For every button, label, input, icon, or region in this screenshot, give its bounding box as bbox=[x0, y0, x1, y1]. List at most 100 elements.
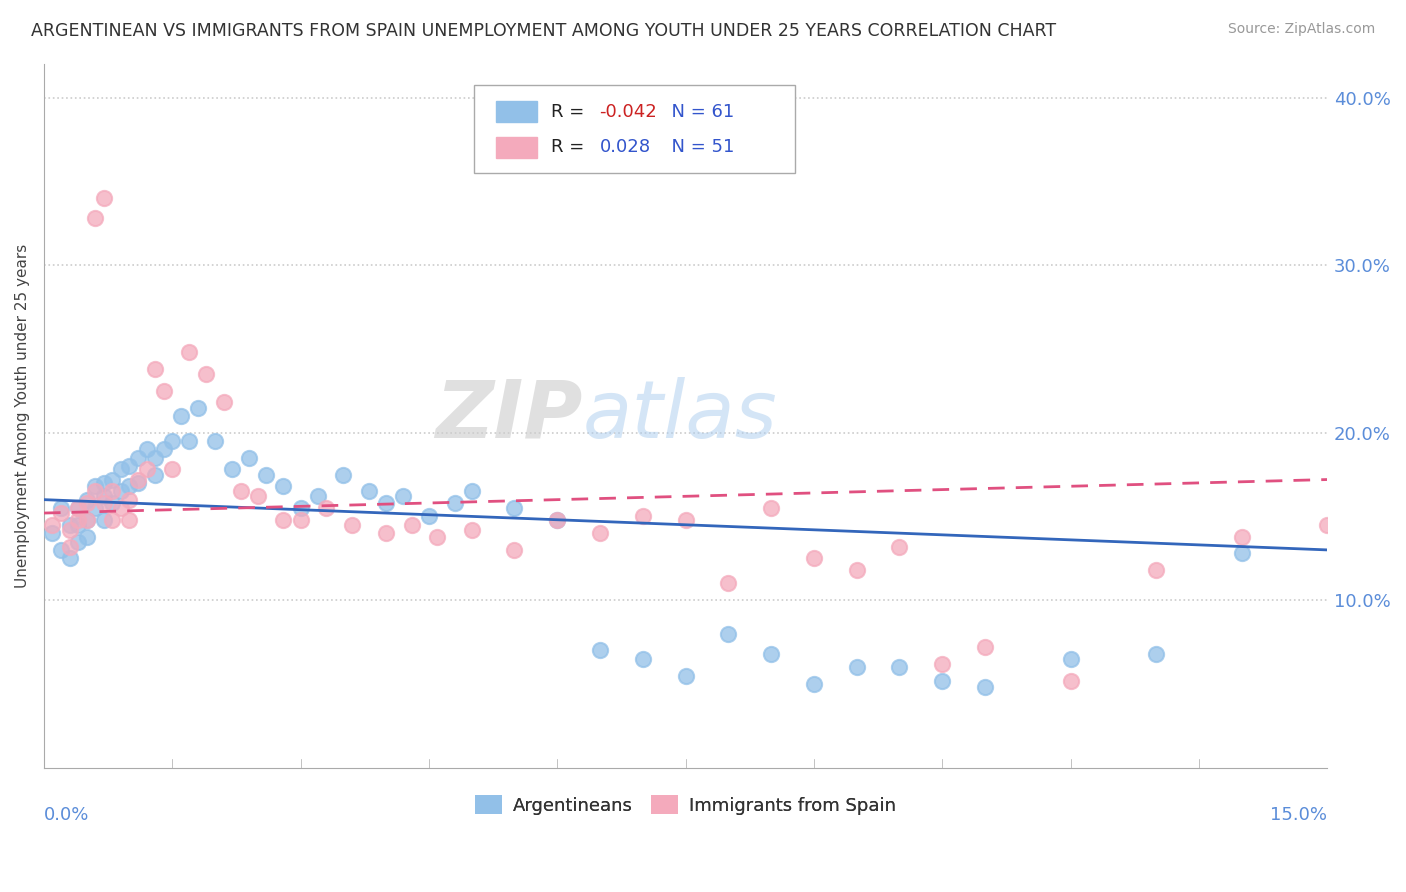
Point bbox=[143, 467, 166, 482]
Point bbox=[273, 513, 295, 527]
Point bbox=[58, 523, 80, 537]
Point bbox=[76, 513, 98, 527]
Point bbox=[759, 647, 782, 661]
Text: ZIP: ZIP bbox=[436, 377, 583, 455]
Point bbox=[204, 434, 226, 448]
Text: -0.042: -0.042 bbox=[599, 103, 657, 121]
Point bbox=[503, 542, 526, 557]
Point bbox=[589, 643, 612, 657]
Point bbox=[179, 345, 201, 359]
Point bbox=[195, 367, 218, 381]
Point bbox=[152, 442, 174, 457]
Point bbox=[118, 479, 141, 493]
Point bbox=[392, 489, 415, 503]
Point bbox=[49, 501, 72, 516]
Point bbox=[118, 513, 141, 527]
Point bbox=[160, 434, 183, 448]
Point bbox=[67, 513, 90, 527]
Point bbox=[93, 489, 115, 503]
Point bbox=[803, 551, 825, 566]
Point bbox=[127, 475, 149, 490]
Point bbox=[118, 459, 141, 474]
Point bbox=[1230, 529, 1253, 543]
Point bbox=[84, 501, 107, 516]
Point bbox=[76, 529, 98, 543]
Point bbox=[675, 668, 697, 682]
Point bbox=[315, 501, 337, 516]
Point bbox=[76, 492, 98, 507]
Point bbox=[443, 496, 465, 510]
Text: atlas: atlas bbox=[583, 377, 778, 455]
Point bbox=[152, 384, 174, 398]
Point bbox=[273, 479, 295, 493]
Point bbox=[759, 501, 782, 516]
Point bbox=[931, 673, 953, 688]
Point bbox=[418, 509, 440, 524]
Text: 0.0%: 0.0% bbox=[44, 806, 89, 824]
Point bbox=[67, 501, 90, 516]
Point bbox=[375, 496, 398, 510]
Point bbox=[135, 462, 157, 476]
Point bbox=[67, 501, 90, 516]
Point bbox=[101, 513, 124, 527]
Point bbox=[110, 501, 132, 516]
Bar bbox=[495, 136, 537, 158]
Point bbox=[1059, 652, 1081, 666]
Text: N = 61: N = 61 bbox=[659, 103, 734, 121]
Point bbox=[426, 529, 449, 543]
Point bbox=[67, 534, 90, 549]
Text: R =: R = bbox=[551, 103, 589, 121]
Point bbox=[179, 434, 201, 448]
Point bbox=[110, 484, 132, 499]
Point bbox=[546, 513, 568, 527]
Point bbox=[1144, 647, 1167, 661]
Point bbox=[58, 517, 80, 532]
Point bbox=[931, 657, 953, 671]
Point bbox=[332, 467, 354, 482]
Point bbox=[889, 660, 911, 674]
Point bbox=[254, 467, 277, 482]
Point bbox=[631, 652, 654, 666]
Point bbox=[93, 496, 115, 510]
Point bbox=[503, 501, 526, 516]
Point bbox=[974, 681, 997, 695]
Bar bbox=[495, 102, 537, 122]
Point bbox=[1059, 673, 1081, 688]
Point bbox=[1230, 546, 1253, 560]
Point bbox=[143, 362, 166, 376]
Point bbox=[246, 489, 269, 503]
Point bbox=[290, 501, 312, 516]
Point bbox=[546, 513, 568, 527]
Point bbox=[170, 409, 193, 423]
Y-axis label: Unemployment Among Youth under 25 years: Unemployment Among Youth under 25 years bbox=[15, 244, 30, 588]
Point bbox=[84, 479, 107, 493]
Point bbox=[84, 484, 107, 499]
FancyBboxPatch shape bbox=[474, 85, 794, 173]
Point bbox=[187, 401, 209, 415]
Point bbox=[93, 513, 115, 527]
Point bbox=[460, 523, 482, 537]
Point bbox=[127, 473, 149, 487]
Point bbox=[1144, 563, 1167, 577]
Point bbox=[160, 462, 183, 476]
Point bbox=[58, 551, 80, 566]
Point bbox=[93, 475, 115, 490]
Point bbox=[357, 484, 380, 499]
Legend: Argentineans, Immigrants from Spain: Argentineans, Immigrants from Spain bbox=[468, 789, 903, 822]
Point bbox=[67, 517, 90, 532]
Point bbox=[135, 442, 157, 457]
Text: N = 51: N = 51 bbox=[659, 138, 734, 156]
Point bbox=[238, 450, 260, 465]
Point bbox=[717, 576, 740, 591]
Point bbox=[589, 526, 612, 541]
Point bbox=[803, 677, 825, 691]
Point bbox=[631, 509, 654, 524]
Point bbox=[84, 211, 107, 226]
Point bbox=[93, 191, 115, 205]
Point bbox=[143, 450, 166, 465]
Text: ARGENTINEAN VS IMMIGRANTS FROM SPAIN UNEMPLOYMENT AMONG YOUTH UNDER 25 YEARS COR: ARGENTINEAN VS IMMIGRANTS FROM SPAIN UNE… bbox=[31, 22, 1056, 40]
Point bbox=[675, 513, 697, 527]
Text: Source: ZipAtlas.com: Source: ZipAtlas.com bbox=[1227, 22, 1375, 37]
Point bbox=[845, 660, 868, 674]
Point bbox=[717, 626, 740, 640]
